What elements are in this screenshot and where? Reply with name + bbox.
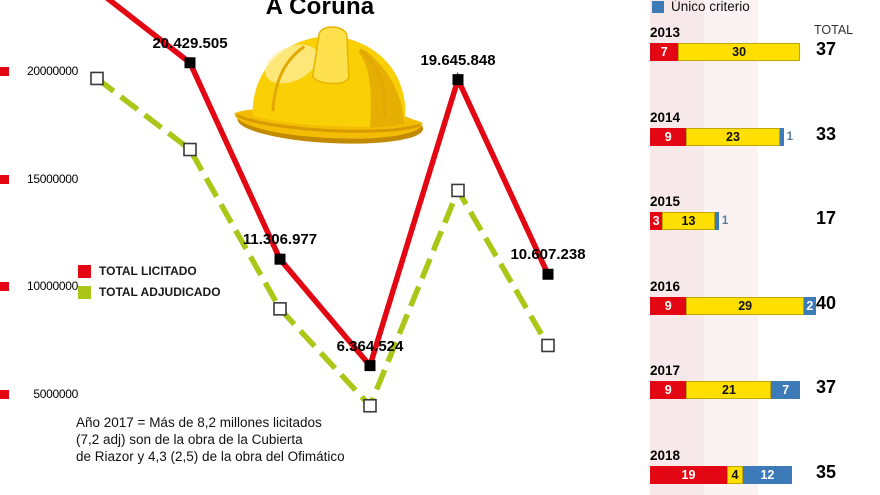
hat-ridge — [312, 26, 350, 85]
stacked-bar: 3 13 1 — [650, 212, 728, 230]
footnote-line: Año 2017 = Más de 8,2 millones licitados — [76, 415, 322, 430]
licitado-marker — [542, 268, 554, 280]
hat-shading — [358, 49, 405, 128]
bar-segment-blue — [714, 212, 719, 230]
bar-total: 17 — [816, 208, 837, 228]
bars-legend: Único criterio — [652, 0, 750, 14]
y-axis-label: 15000000 — [27, 171, 78, 186]
bar-segment-red: 9 — [650, 296, 687, 315]
bar-segment-red: 3 — [650, 212, 663, 230]
bar-year-label: 2015 — [650, 194, 681, 209]
bar-row-2017: 2017 9 21 7 37 — [650, 364, 880, 404]
line-chart-legend: TOTAL LICITADO TOTAL ADJUDICADO — [78, 264, 221, 306]
bar-year-label: 2016 — [650, 278, 681, 294]
footnote-line: de Riazor y 4,3 (2,5) de la obra del Ofi… — [76, 449, 345, 464]
y-axis-tick — [0, 67, 9, 76]
stacked-bar: 9 21 7 — [650, 381, 800, 399]
licitado-marker — [452, 74, 464, 86]
bar-segment-blue-value: 1 — [786, 130, 794, 143]
bar-segment-blue: 2 — [803, 296, 816, 315]
hat-rib — [359, 48, 387, 117]
licitado-marker — [184, 57, 196, 69]
hard-hat-image — [234, 26, 424, 144]
adjudicado-marker — [363, 398, 377, 413]
bar-total: 35 — [816, 461, 837, 482]
page-title: A Coruña — [265, 0, 375, 20]
licitado-marker — [274, 253, 286, 265]
bar-year-label: 2017 — [650, 363, 681, 378]
footnote-line: (7,2 adj) son de la obra de la Cubierta — [76, 432, 303, 447]
licitado-swatch — [78, 264, 91, 278]
stacked-bar: 9 29 2 — [650, 296, 816, 315]
hat-brim-edge — [235, 113, 421, 133]
adjudicado-label: TOTAL ADJUDICADO — [99, 285, 221, 299]
bar-segment-blue — [779, 127, 784, 146]
bar-segment-yellow: 23 — [686, 127, 780, 146]
y-axis-label: 5000000 — [33, 387, 78, 401]
licitado-marker — [364, 360, 376, 372]
licitado-value-label: 19.645.848 — [420, 51, 496, 69]
stacked-bar: 19 4 12 — [650, 465, 792, 484]
bar-year-label: 2018 — [650, 447, 681, 463]
bar-segment-blue-value: 1 — [721, 215, 729, 227]
bar-total: 33 — [816, 123, 837, 144]
bar-segment-yellow: 13 — [662, 212, 715, 230]
y-axis-tick — [0, 390, 9, 399]
unico-criterio-label: Único criterio — [671, 0, 750, 14]
bar-segment-yellow: 30 — [678, 43, 800, 61]
line-chart: A Coruña TOTAL LICITADO TOTAL ADJUDICADO… — [0, 0, 586, 465]
adjudicado-swatch — [78, 285, 91, 299]
bar-year-label: 2014 — [650, 109, 681, 125]
y-axis-tick — [0, 174, 9, 184]
licitado-line — [105, 0, 551, 372]
adjudicado-marker — [90, 71, 104, 86]
hat-rib — [271, 45, 306, 112]
bar-segment-yellow: 4 — [726, 465, 744, 484]
y-axis-tick — [0, 282, 9, 292]
unico-criterio-swatch — [652, 1, 664, 13]
adjudicado-marker — [451, 183, 465, 198]
y-axis-label: 10000000 — [27, 279, 78, 294]
licitado-value-label: 11.306.977 — [242, 231, 318, 249]
adjudicado-line — [95, 76, 551, 411]
licitado-value-label: 10.607.238 — [510, 246, 586, 264]
bar-segment-yellow: 21 — [686, 381, 772, 399]
bar-segment-red: 9 — [650, 127, 687, 146]
hat-highlight — [265, 44, 318, 84]
adjudicado-marker — [273, 302, 287, 316]
adjudicado-marker — [541, 338, 555, 353]
bar-row-2015: 2015 3 13 1 17 — [650, 195, 880, 235]
bar-total: 40 — [816, 292, 837, 313]
bar-segment-red: 7 — [650, 43, 679, 61]
bar-segment-blue: 12 — [743, 465, 792, 484]
bar-year-label: 2013 — [650, 25, 681, 40]
footnote: Año 2017 = Más de 8,2 millones licitados… — [76, 414, 345, 465]
bar-row-2018: 2018 19 4 12 35 — [650, 447, 880, 489]
bar-total: 37 — [816, 39, 837, 59]
bar-row-2014: 2014 9 23 1 33 — [650, 109, 880, 151]
legend-row-adjudicado: TOTAL ADJUDICADO — [78, 285, 221, 299]
bar-segment-yellow: 29 — [686, 296, 804, 315]
bar-row-2016: 2016 9 29 2 40 — [650, 278, 880, 320]
licitado-label: TOTAL LICITADO — [99, 264, 197, 278]
y-axis-label: 20000000 — [27, 64, 78, 78]
licitado-value-label: 6.364.524 — [336, 337, 404, 355]
legend-row-licitado: TOTAL LICITADO — [78, 264, 221, 278]
licitado-value-label: 20.429.505 — [152, 34, 228, 52]
stacked-bar: 9 23 1 — [650, 127, 794, 146]
total-column-header: TOTAL — [814, 23, 854, 37]
bar-total: 37 — [816, 377, 837, 397]
bar-segment-red: 19 — [650, 465, 727, 484]
bar-segment-blue: 7 — [771, 381, 800, 399]
bar-row-2013: 2013 7 30 37 — [650, 26, 880, 66]
bar-segment-red: 9 — [650, 381, 687, 399]
stacked-bar: 7 30 — [650, 43, 800, 61]
adjudicado-marker — [183, 142, 197, 157]
